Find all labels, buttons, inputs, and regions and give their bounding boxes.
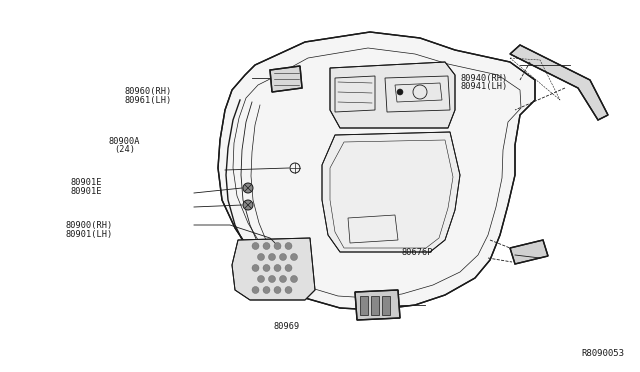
Polygon shape bbox=[232, 238, 315, 300]
Circle shape bbox=[397, 89, 403, 95]
Text: 80901E: 80901E bbox=[70, 178, 102, 187]
Text: 80900(RH): 80900(RH) bbox=[65, 221, 113, 230]
Circle shape bbox=[263, 286, 270, 294]
Text: 80676P: 80676P bbox=[402, 248, 433, 257]
Text: 80960(RH): 80960(RH) bbox=[125, 87, 172, 96]
Polygon shape bbox=[510, 45, 608, 120]
Polygon shape bbox=[355, 290, 400, 320]
Polygon shape bbox=[371, 296, 379, 315]
Text: 80940(RH): 80940(RH) bbox=[461, 74, 508, 83]
Circle shape bbox=[274, 286, 281, 294]
Text: 80961(LH): 80961(LH) bbox=[125, 96, 172, 105]
Circle shape bbox=[252, 243, 259, 250]
Circle shape bbox=[285, 264, 292, 272]
Circle shape bbox=[252, 264, 259, 272]
Text: 80941(LH): 80941(LH) bbox=[461, 82, 508, 91]
Polygon shape bbox=[218, 32, 535, 310]
Text: R8090053: R8090053 bbox=[581, 349, 624, 358]
Circle shape bbox=[280, 253, 287, 260]
Circle shape bbox=[243, 183, 253, 193]
Circle shape bbox=[243, 200, 253, 210]
Circle shape bbox=[280, 276, 287, 282]
Text: 80901E: 80901E bbox=[70, 187, 102, 196]
Circle shape bbox=[274, 264, 281, 272]
Circle shape bbox=[274, 243, 281, 250]
Polygon shape bbox=[510, 240, 548, 264]
Circle shape bbox=[285, 243, 292, 250]
Polygon shape bbox=[270, 66, 302, 92]
Circle shape bbox=[269, 253, 275, 260]
Circle shape bbox=[252, 286, 259, 294]
Text: 80900A: 80900A bbox=[109, 137, 140, 146]
Text: 80969: 80969 bbox=[274, 322, 300, 331]
Text: 80901(LH): 80901(LH) bbox=[65, 230, 113, 239]
Circle shape bbox=[257, 276, 264, 282]
Circle shape bbox=[263, 264, 270, 272]
Circle shape bbox=[269, 276, 275, 282]
Polygon shape bbox=[382, 296, 390, 315]
Polygon shape bbox=[322, 132, 460, 252]
Polygon shape bbox=[330, 62, 455, 128]
Text: (24): (24) bbox=[114, 145, 135, 154]
Polygon shape bbox=[360, 296, 368, 315]
Circle shape bbox=[257, 253, 264, 260]
Circle shape bbox=[291, 276, 298, 282]
Circle shape bbox=[263, 243, 270, 250]
Circle shape bbox=[291, 253, 298, 260]
Circle shape bbox=[285, 286, 292, 294]
